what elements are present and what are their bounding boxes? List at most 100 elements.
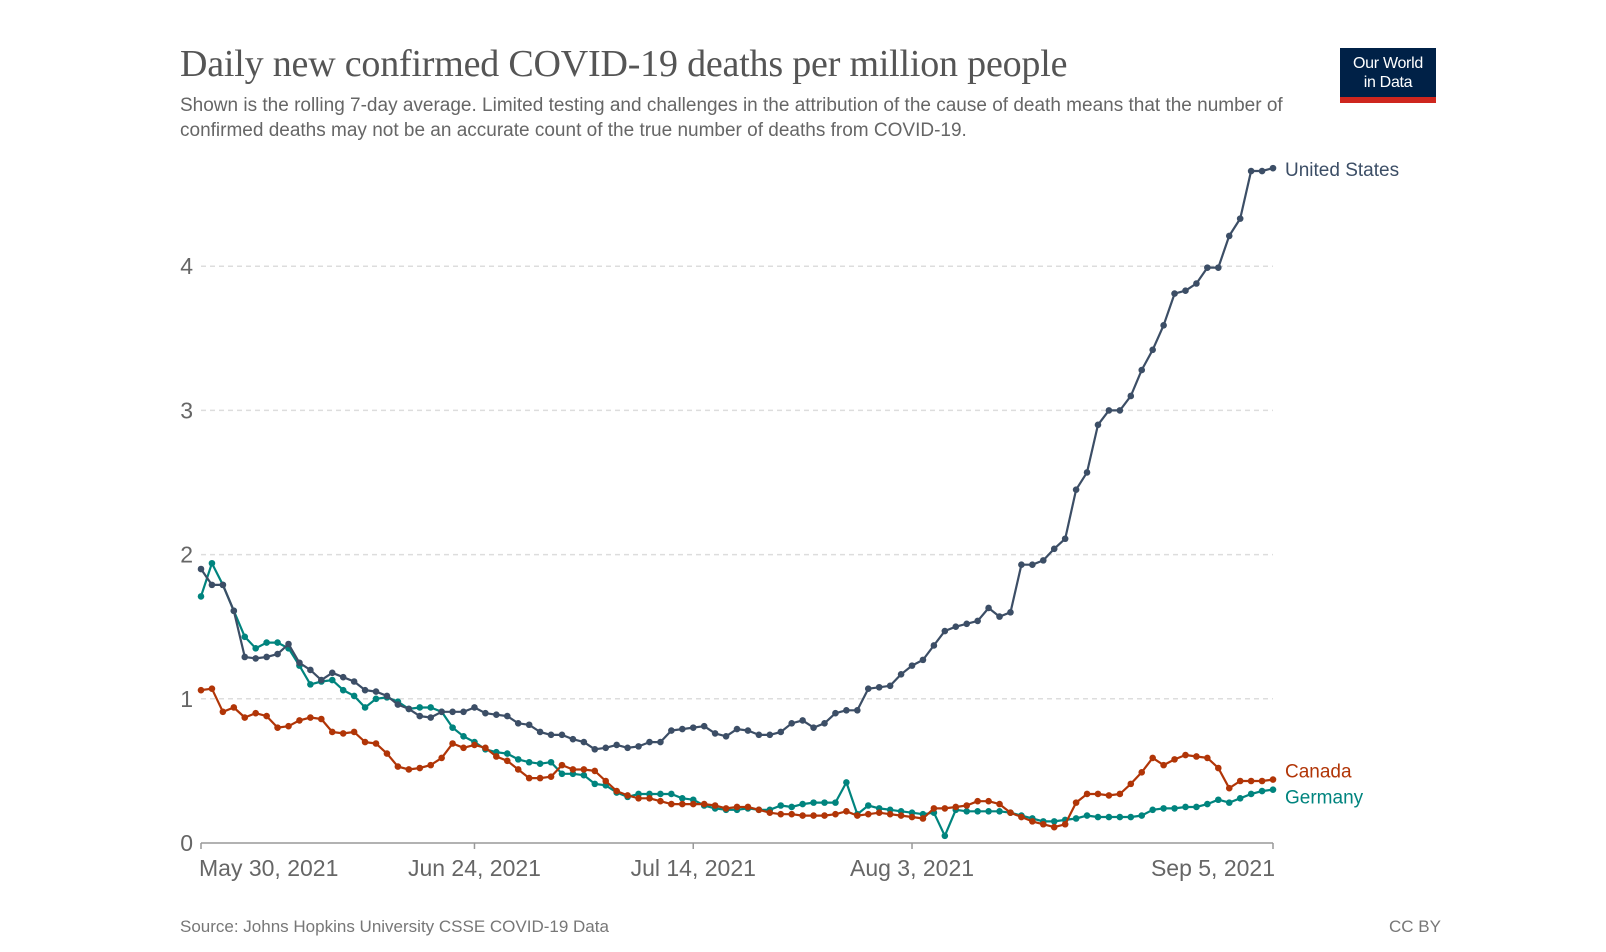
data-point[interactable] [525,721,533,729]
data-point[interactable] [1094,790,1102,798]
data-point[interactable] [1116,790,1124,798]
data-point[interactable] [930,642,938,649]
data-point[interactable] [1269,776,1277,783]
data-point[interactable] [1269,164,1277,172]
data-point[interactable] [832,709,839,717]
data-point[interactable] [1050,818,1058,825]
data-point[interactable] [1171,805,1178,812]
data-point[interactable] [263,639,270,646]
data-point[interactable] [1149,806,1156,814]
data-point[interactable] [919,656,927,664]
data-point[interactable] [1061,535,1069,543]
data-point[interactable] [197,565,205,573]
data-point[interactable] [744,727,752,734]
data-point[interactable] [241,714,249,721]
data-point[interactable] [339,686,347,694]
data-point[interactable] [766,809,774,817]
data-point[interactable] [1094,813,1102,821]
data-point[interactable] [1225,784,1233,792]
data-point[interactable] [821,812,828,819]
data-point[interactable] [307,714,314,721]
data-point[interactable] [897,670,905,678]
data-point[interactable] [394,701,402,708]
data-point[interactable] [274,650,281,658]
data-point[interactable] [536,728,544,736]
data-point[interactable] [1258,777,1266,785]
data-point[interactable] [941,832,949,840]
data-point[interactable] [547,773,555,780]
data-point[interactable] [864,810,872,818]
data-point[interactable] [525,774,533,782]
data-point[interactable] [405,705,413,713]
data-point[interactable] [416,704,424,711]
data-point[interactable] [1083,469,1091,476]
data-point[interactable] [493,753,500,760]
data-point[interactable] [1182,287,1189,295]
data-point[interactable] [252,655,259,662]
data-point[interactable] [328,676,336,684]
data-point[interactable] [558,770,566,778]
data-point[interactable] [372,740,380,747]
data-point[interactable] [996,807,1003,815]
data-point[interactable] [1204,264,1211,271]
data-point[interactable] [668,800,675,808]
data-point[interactable] [219,708,227,716]
data-point[interactable] [383,750,391,757]
data-point[interactable] [1072,799,1080,806]
data-point[interactable] [296,659,303,667]
data-point[interactable] [996,800,1003,808]
data-point[interactable] [711,730,719,737]
data-point[interactable] [886,810,894,818]
data-point[interactable] [766,731,774,739]
data-point[interactable] [274,724,281,731]
data-point[interactable] [580,766,588,773]
data-point[interactable] [679,794,686,802]
data-point[interactable] [285,722,292,730]
data-point[interactable] [679,800,686,808]
data-point[interactable] [602,777,610,785]
data-point[interactable] [985,604,992,612]
data-point[interactable] [514,720,522,727]
data-point[interactable] [1171,290,1178,297]
data-point[interactable] [963,807,971,815]
data-point[interactable] [503,750,511,757]
data-point[interactable] [1127,392,1135,400]
data-point[interactable] [1007,608,1014,616]
data-point[interactable] [252,645,259,652]
data-point[interactable] [908,662,916,669]
data-point[interactable] [1225,799,1233,806]
data-point[interactable] [854,707,861,714]
data-point[interactable] [777,802,785,809]
data-point[interactable] [843,707,850,714]
data-point[interactable] [843,807,850,815]
data-point[interactable] [307,681,314,688]
data-point[interactable] [613,741,620,749]
data-point[interactable] [580,738,588,746]
data-point[interactable] [1116,407,1124,414]
data-point[interactable] [668,727,675,734]
data-point[interactable] [449,740,456,747]
data-point[interactable] [700,722,708,730]
data-point[interactable] [1160,322,1167,329]
data-point[interactable] [558,731,566,739]
data-point[interactable] [427,761,435,769]
data-point[interactable] [569,766,577,773]
data-point[interactable] [821,799,828,806]
data-point[interactable] [689,800,697,808]
data-point[interactable] [624,744,631,752]
data-point[interactable] [438,754,445,762]
data-point[interactable] [799,812,806,819]
data-point[interactable] [1007,809,1014,817]
data-point[interactable] [536,760,544,767]
data-point[interactable] [350,692,358,700]
data-point[interactable] [908,813,916,821]
data-point[interactable] [1039,557,1047,564]
data-point[interactable] [208,581,216,589]
data-point[interactable] [974,807,981,815]
data-point[interactable] [897,812,905,819]
data-point[interactable] [875,809,883,817]
data-point[interactable] [471,741,478,749]
data-point[interactable] [493,711,500,718]
data-point[interactable] [361,686,369,694]
data-point[interactable] [1116,813,1124,821]
